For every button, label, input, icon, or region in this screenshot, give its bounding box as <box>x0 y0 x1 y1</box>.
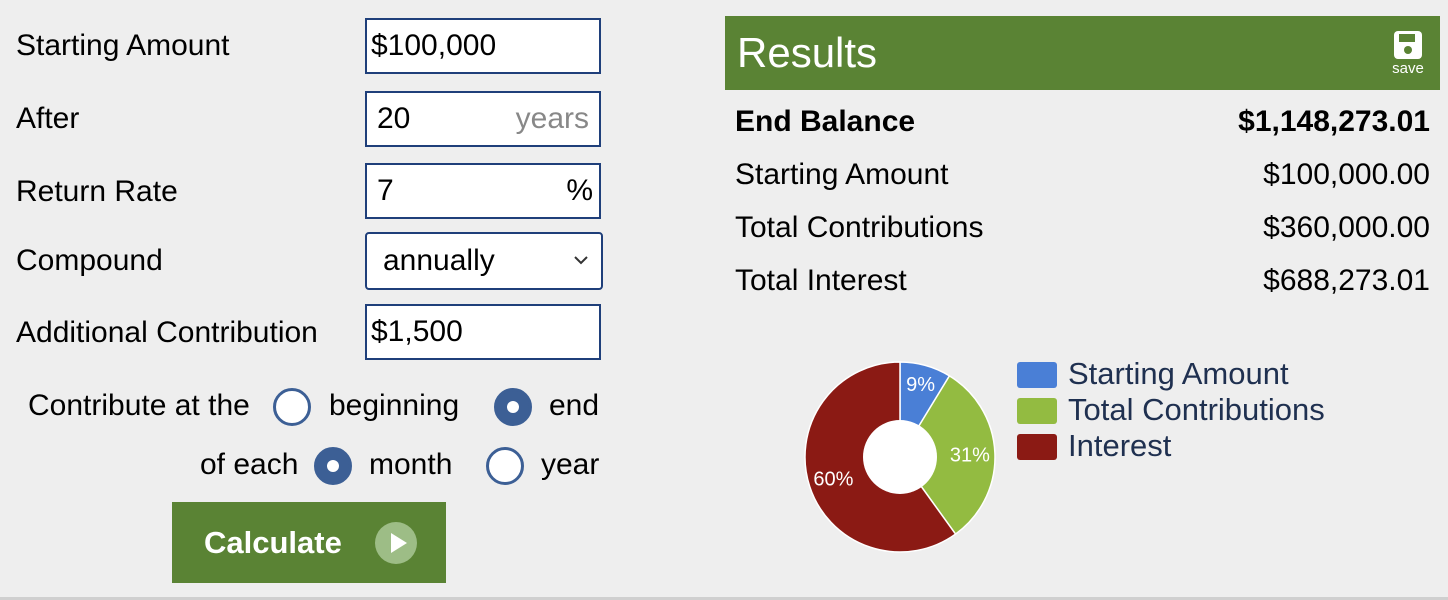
legend-label-starting-amount: Starting Amount <box>1068 356 1289 391</box>
compound-label: Compound <box>16 244 163 277</box>
total-interest-label: Total Interest <box>735 264 907 297</box>
results-header: Results save <box>725 16 1440 90</box>
calculate-button[interactable]: Calculate <box>172 502 446 583</box>
results-title: Results <box>737 29 878 76</box>
compound-select[interactable]: annually <box>365 232 603 290</box>
beginning-label: beginning <box>329 389 460 422</box>
result-starting-amount-label: Starting Amount <box>735 158 949 191</box>
after-input[interactable] <box>367 102 599 136</box>
starting-amount-field[interactable] <box>365 18 601 74</box>
save-icon <box>1394 31 1422 59</box>
return-rate-input[interactable] <box>367 174 599 208</box>
legend-label-total-contributions: Total Contributions <box>1068 392 1325 427</box>
chevron-down-icon <box>574 256 588 265</box>
of-each-label: of each <box>200 448 299 481</box>
return-rate-field[interactable]: % <box>365 163 601 219</box>
pie-label-starting-amount: 9% <box>906 374 935 396</box>
legend-swatch-starting-amount <box>1017 362 1057 388</box>
save-label: save <box>1392 60 1424 77</box>
compound-selected-value: annually <box>383 244 495 277</box>
legend-swatch-interest <box>1017 434 1057 460</box>
radio-month[interactable] <box>314 447 352 485</box>
result-starting-amount-value: $100,000.00 <box>1263 158 1430 191</box>
end-balance-value: $1,148,273.01 <box>1238 105 1430 138</box>
pie-label-interest: 60% <box>813 469 853 491</box>
pie-label-total-contributions: 31% <box>950 444 990 466</box>
contribute-at-label: Contribute at the <box>28 389 250 422</box>
starting-amount-label: Starting Amount <box>16 29 230 62</box>
donut-hole <box>863 420 937 494</box>
calculate-label: Calculate <box>204 524 342 560</box>
play-icon <box>375 522 417 564</box>
legend-label-interest: Interest <box>1068 428 1172 463</box>
additional-contribution-label: Additional Contribution <box>16 316 318 349</box>
radio-end[interactable] <box>494 388 532 426</box>
total-contributions-label: Total Contributions <box>735 211 984 244</box>
radio-beginning[interactable] <box>273 388 311 426</box>
pie-slice-total-contributions <box>899 374 996 536</box>
save-button[interactable]: save <box>1388 30 1428 78</box>
year-label: year <box>541 448 600 481</box>
additional-contribution-input[interactable] <box>367 315 599 349</box>
after-label: After <box>16 102 80 135</box>
additional-contribution-field[interactable] <box>365 304 601 360</box>
radio-year[interactable] <box>486 447 524 485</box>
legend-swatch-total-contributions <box>1017 398 1057 424</box>
month-label: month <box>369 448 453 481</box>
percent-suffix: % <box>566 174 593 207</box>
end-balance-label: End Balance <box>735 105 916 138</box>
years-suffix: years <box>515 102 589 135</box>
total-interest-value: $688,273.01 <box>1263 264 1430 297</box>
breakdown-donut-chart: 9% 31% 60% <box>804 361 996 553</box>
total-contributions-value: $360,000.00 <box>1263 211 1430 244</box>
return-rate-label: Return Rate <box>16 175 178 208</box>
after-field[interactable]: years <box>365 91 601 147</box>
end-label: end <box>549 389 600 422</box>
starting-amount-input[interactable] <box>367 29 599 63</box>
bottom-divider <box>0 597 1448 600</box>
